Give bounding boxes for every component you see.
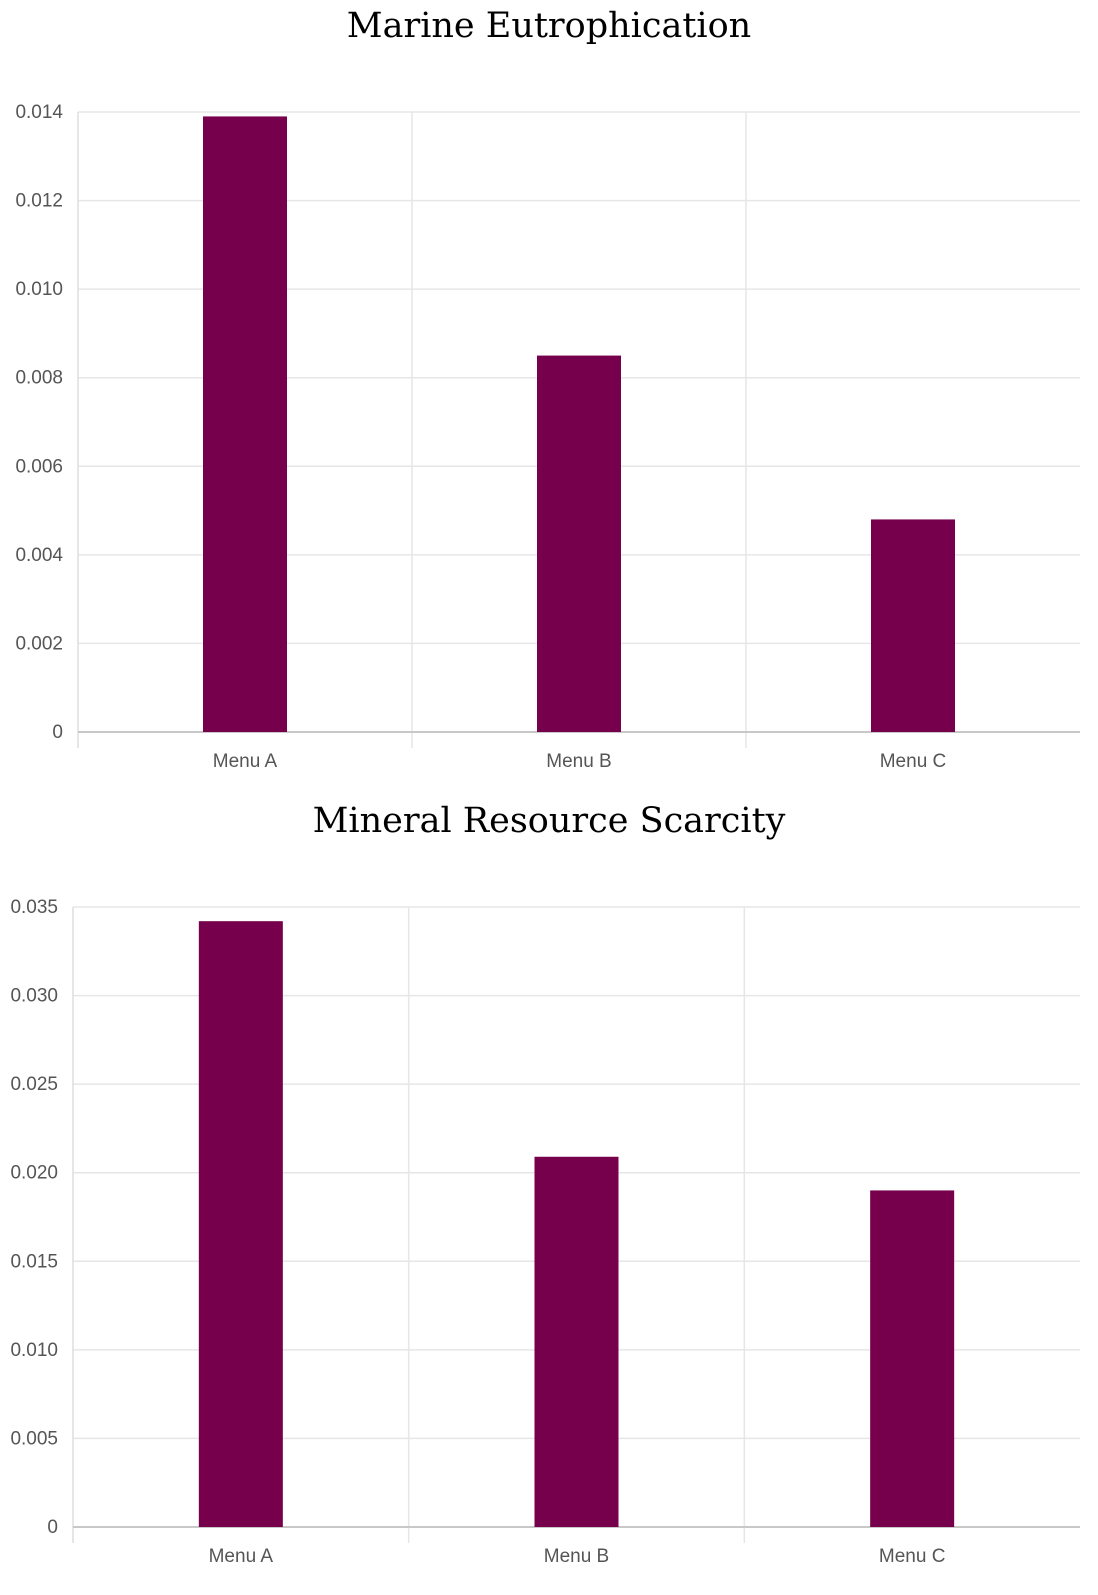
y-tick-label: 0.020: [10, 1163, 58, 1184]
y-tick-label: 0.010: [10, 1340, 58, 1361]
x-tick-label: Menu C: [879, 1546, 946, 1567]
y-tick-label: 0.035: [10, 897, 58, 918]
x-tick-label: Menu A: [213, 751, 278, 772]
y-tick-label: 0.025: [10, 1074, 58, 1095]
chart-title: Marine Eutrophication: [346, 6, 752, 46]
y-tick-label: 0.005: [10, 1428, 58, 1449]
x-tick-label: Menu A: [209, 1546, 274, 1567]
y-tick-label: 0.010: [15, 279, 63, 300]
y-tick-label: 0.004: [15, 545, 63, 566]
y-tick-label: 0.012: [15, 191, 63, 212]
y-tick-label: 0: [52, 722, 63, 743]
bar-menu-b: [537, 355, 621, 732]
bar-menu-a: [198, 921, 283, 1527]
bar-menu-c: [870, 1190, 955, 1527]
x-tick-label: Menu B: [544, 1546, 609, 1567]
x-tick-label: Menu C: [880, 751, 947, 772]
y-tick-label: 0: [47, 1517, 58, 1538]
y-tick-label: 0.006: [15, 456, 63, 477]
x-tick-label: Menu B: [546, 751, 611, 772]
y-tick-label: 0.015: [10, 1251, 58, 1272]
y-tick-label: 0.008: [15, 368, 63, 389]
y-tick-label: 0.030: [10, 986, 58, 1007]
bar-menu-b: [534, 1156, 619, 1527]
y-tick-label: 0.014: [15, 102, 63, 123]
chart-plot: 0 0.002 0.004 0.006 0.008 0.010 0.012 0.014 Menu…: [15, 102, 1080, 772]
bar-menu-a: [203, 116, 287, 732]
bar-menu-c: [871, 519, 955, 732]
chart-title: Mineral Resource Scarcity: [312, 801, 786, 841]
y-tick-label: 0.002: [15, 633, 63, 654]
